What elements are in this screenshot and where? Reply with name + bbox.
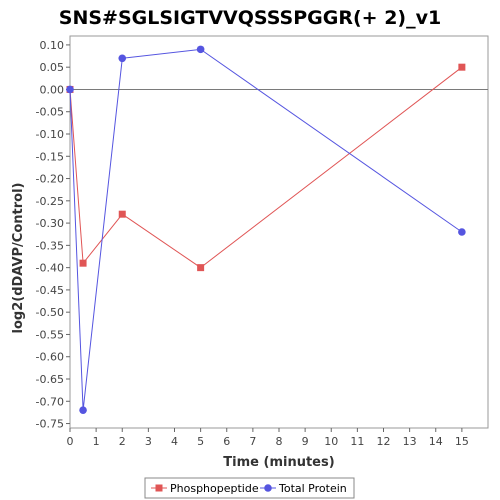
x-tick-label: 1 [93,435,100,448]
plot-area [69,35,489,429]
y-tick-label: -0.50 [36,306,64,319]
y-tick-label: -0.60 [36,351,64,364]
y-tick-label: 0.10 [40,39,65,52]
y-tick-label: 0.00 [40,83,65,96]
x-tick-label: 7 [249,435,256,448]
data-point-total-protein [458,228,466,236]
y-tick-label: -0.05 [36,106,64,119]
y-tick-label: -0.45 [36,284,64,297]
x-tick-label: 12 [377,435,391,448]
legend-label: Phosphopeptide [170,482,259,495]
data-point-phosphopeptide [458,63,466,71]
chart-title: SNS#SGLSIGTVVQSSSPGGR(+ 2)_v1 [59,7,441,29]
plot-background [69,35,489,429]
data-point-total-protein [118,54,127,63]
x-tick-label: 8 [276,435,283,448]
x-tick-label: 9 [302,435,309,448]
y-axis-title: log2(dDAVP/Control) [11,183,26,334]
x-tick-label: 14 [429,435,443,448]
x-tick-label: 6 [223,435,230,448]
x-axis: 0 1 2 3 4 5 6 7 8 9 10 11 12 13 14 15 [67,428,469,448]
y-tick-label: -0.75 [36,418,64,431]
y-tick-label: -0.20 [36,173,64,186]
x-tick-label: 4 [171,435,178,448]
x-tick-label: 5 [197,435,204,448]
x-tick-label: 13 [403,435,417,448]
x-axis-title: Time (minutes) [223,455,334,470]
x-tick-label: 15 [455,435,469,448]
series-total-protein [66,45,466,414]
data-point-total-protein [196,45,205,54]
legend-item-phosphopeptide: Phosphopeptide [151,482,259,495]
legend-marker [155,484,163,492]
y-tick-label: -0.15 [36,150,64,163]
x-tick-label: 11 [350,435,364,448]
legend-marker [264,484,272,492]
legend-label: Total Protein [278,482,347,495]
data-point-phosphopeptide [197,264,205,272]
y-tick-label: -0.65 [36,373,64,386]
x-tick-label: 3 [145,435,152,448]
y-tick-label: 0.05 [40,61,65,74]
series-layer [66,45,466,414]
data-point-phosphopeptide [118,210,126,218]
data-point-total-protein [79,406,87,414]
y-axis: 0.10 0.05 0.00 -0.05 -0.10 -0.15 -0.20 -0.25 -0.… [36,39,70,431]
y-tick-label: -0.70 [36,395,64,408]
y-tick-label: -0.25 [36,195,64,208]
x-tick-label: 2 [119,435,126,448]
legend: Phosphopeptide Total Protein [144,477,355,499]
data-point-total-protein [66,85,74,94]
y-tick-label: -0.55 [36,328,64,341]
y-tick-label: -0.10 [36,128,64,141]
x-tick-label: 0 [67,435,74,448]
x-tick-label: 10 [324,435,338,448]
legend-item-total-protein: Total Protein [260,482,347,495]
y-tick-label: -0.35 [36,239,64,252]
data-point-phosphopeptide [79,259,87,267]
y-tick-label: -0.40 [36,262,64,275]
y-tick-label: -0.30 [36,217,64,230]
legend-box [144,477,355,499]
